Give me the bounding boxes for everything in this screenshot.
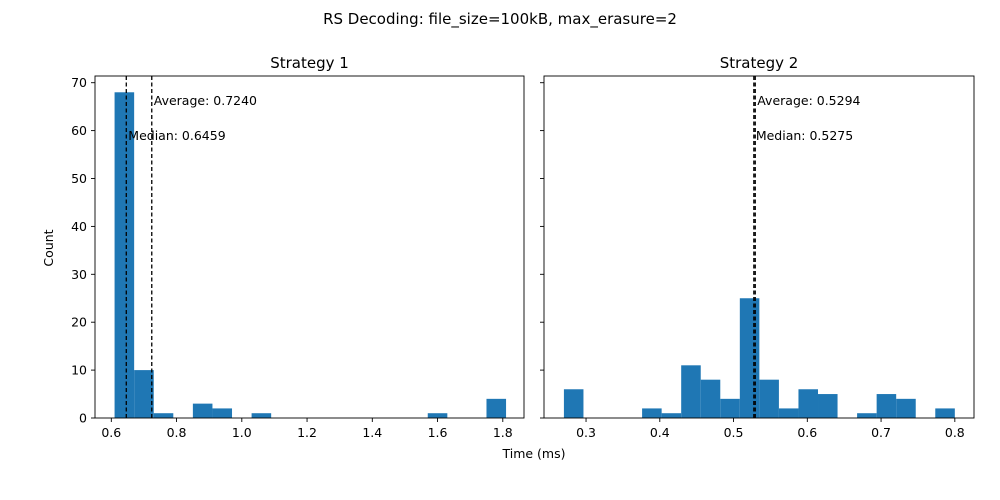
strategy-1-histogram-bar bbox=[427, 413, 448, 418]
strategy-1-x-tick-label: 0.8 bbox=[167, 425, 187, 440]
strategy-1-y-tick-label: 0 bbox=[79, 411, 87, 426]
strategy-2-x-tick-label: 0.4 bbox=[650, 425, 670, 440]
strategy-1-title: Strategy 1 bbox=[270, 54, 349, 72]
x-axis-label: Time (ms) bbox=[501, 446, 565, 461]
strategy-2-x-tick-label: 0.6 bbox=[797, 425, 817, 440]
strategy-1-y-tick-label: 70 bbox=[71, 75, 87, 90]
strategy-2-histogram-bar bbox=[739, 298, 760, 418]
strategy-2-histogram-bar bbox=[700, 379, 721, 418]
strategy-2-x-tick-label: 0.8 bbox=[945, 425, 965, 440]
strategy-2-histogram-bar bbox=[563, 389, 584, 418]
strategy-1-x-tick-label: 1.6 bbox=[428, 425, 448, 440]
strategy-1-x-tick-label: 1.8 bbox=[493, 425, 513, 440]
strategy-1-histogram-bar bbox=[134, 370, 154, 418]
strategy-1-average-label: Average: 0.7240 bbox=[154, 93, 257, 108]
strategy-1-y-tick-label: 60 bbox=[71, 123, 87, 138]
strategy-1-median-label: Median: 0.6459 bbox=[128, 128, 225, 143]
strategy-2-average-label: Average: 0.5294 bbox=[757, 93, 860, 108]
strategy-1-x-tick-label: 0.6 bbox=[101, 425, 121, 440]
strategy-2-histogram-bar bbox=[681, 365, 701, 418]
strategy-1-histogram-bar bbox=[486, 398, 507, 418]
strategy-1-x-tick-label: 1.2 bbox=[297, 425, 317, 440]
strategy-2-histogram-bar bbox=[857, 413, 877, 418]
strategy-2-x-tick-label: 0.3 bbox=[576, 425, 596, 440]
strategy-1-histogram-bar bbox=[251, 413, 272, 418]
strategy-2-histogram-bar bbox=[661, 413, 682, 418]
strategy-1-axes-frame bbox=[94, 75, 525, 419]
strategy-1-y-tick-label: 20 bbox=[71, 315, 87, 330]
strategy-1-histogram-bar bbox=[153, 413, 174, 418]
strategy-2-histogram-bar bbox=[642, 408, 662, 418]
strategy-1-y-tick-label: 30 bbox=[71, 267, 87, 282]
strategy-2-panel: Average: 0.5294 Median: 0.5275 Strategy 2 0… bbox=[540, 54, 975, 440]
strategy-2-histogram-bar bbox=[798, 389, 819, 418]
strategy-1-histogram-bar bbox=[114, 92, 135, 419]
strategy-2-histogram-bar bbox=[876, 394, 897, 418]
strategy-1-x-tick-label: 1.0 bbox=[232, 425, 252, 440]
strategy-1-y-tick-label: 40 bbox=[71, 219, 87, 234]
strategy-2-histogram-bar bbox=[896, 398, 916, 418]
strategy-2-x-tick-label: 0.7 bbox=[871, 425, 891, 440]
figure-title: RS Decoding: file_size=100kB, max_erasur… bbox=[323, 10, 677, 29]
strategy-2-histogram-bar bbox=[818, 394, 838, 418]
strategy-1-panel: Average: 0.7240 Median: 0.6459 Strategy 1 0… bbox=[71, 54, 525, 440]
strategy-1-histogram-bar bbox=[212, 408, 233, 418]
strategy-2-x-tick-label: 0.5 bbox=[724, 425, 744, 440]
strategy-1-x-tick-label: 1.4 bbox=[362, 425, 382, 440]
strategy-1-histogram-bar bbox=[192, 403, 213, 418]
strategy-2-axes-frame bbox=[543, 75, 975, 419]
strategy-1-y-tick-label: 10 bbox=[71, 363, 87, 378]
strategy-2-median-label: Median: 0.5275 bbox=[756, 128, 853, 143]
strategy-2-histogram-bar bbox=[759, 379, 779, 418]
y-axis-label: Count bbox=[41, 229, 56, 266]
strategy-2-histogram-bar bbox=[720, 398, 740, 418]
strategy-1-y-tick-label: 50 bbox=[71, 171, 87, 186]
strategy-2-histogram-bar bbox=[778, 408, 799, 418]
strategy-2-title: Strategy 2 bbox=[720, 54, 799, 72]
strategy-2-histogram-bar bbox=[935, 408, 955, 418]
